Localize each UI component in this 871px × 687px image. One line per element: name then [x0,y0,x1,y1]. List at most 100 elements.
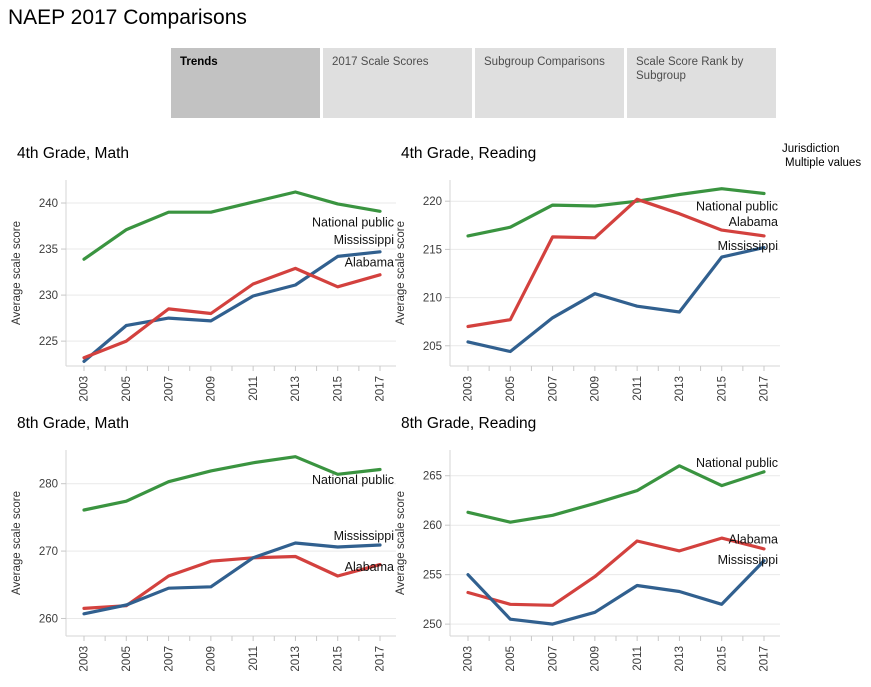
y-tick-label: 205 [423,341,442,353]
series-label-alabama: Alabama [729,215,778,229]
dashboard-tabbar: Trends 2017 Scale Scores Subgroup Compar… [171,48,776,118]
series-line-alabama[interactable] [466,536,766,607]
chart-panel-4th-grade-math: 4th Grade, Math 225 230 235 240 2003 2005 2007… [8,143,408,417]
series-label-national-public: National public [312,473,394,487]
x-tick-label: 2009 [590,376,602,402]
chart-4th-grade-math: 225 230 235 240 2003 2005 2007 2009 2011 2013 2015… [8,171,408,417]
jurisdiction-filter: Jurisdiction Multiple values [782,142,861,170]
x-tick-label: 2015 [716,376,728,402]
chart-8th-grade-reading: 250 255 260 265 2003 2005 2007 2009 2011 2013 2015… [392,441,792,687]
chart-title: 8th Grade, Math [17,415,130,432]
y-tick-label: 230 [39,290,58,302]
y-tick-label: 210 [423,293,442,305]
x-tick-label: 2011 [632,646,644,671]
y-tick-label: 260 [423,520,442,532]
y-tick-label: 240 [39,198,58,210]
y-axis-label: Average scale score [395,491,407,595]
y-axis-label: Average scale score [395,221,407,325]
series-line-alabama[interactable] [466,197,766,329]
x-tick-label: 2013 [674,376,686,402]
y-tick-label: 250 [423,619,442,631]
x-tick-label: 2017 [759,646,771,672]
x-tick-label: 2013 [674,646,686,672]
x-tick-label: 2011 [248,376,260,401]
page-title: NAEP 2017 Comparisons [8,6,247,29]
x-tick-label: 2011 [632,376,644,401]
y-tick-label: 265 [423,471,442,483]
series-line-alabama[interactable] [82,554,382,610]
tab-trends[interactable]: Trends [171,48,320,118]
jurisdiction-filter-title: Jurisdiction [782,143,840,155]
series-line-national-public[interactable] [466,464,766,524]
series-label-national-public: National public [312,216,394,230]
x-tick-label: 2005 [121,646,133,672]
x-tick-label: 2007 [547,646,559,672]
x-tick-label: 2005 [505,646,517,672]
y-tick-label: 225 [39,336,58,348]
x-tick-label: 2013 [290,646,302,672]
line-chart-svg: 205 210 215 220 2003 2005 2007 2009 2011 2013 2015… [395,180,780,402]
series-line-mississippi[interactable] [82,541,382,616]
x-tick-label: 2005 [121,376,133,402]
x-tick-label: 2009 [206,376,218,402]
series-label-alabama: Alabama [345,560,394,574]
series-label-alabama: Alabama [729,532,778,546]
tab-scale-score-rank-by-subgroup[interactable]: Scale Score Rank by Subgroup [627,48,776,118]
x-tick-label: 2003 [79,646,91,672]
y-tick-label: 260 [39,614,58,626]
x-tick-label: 2007 [163,376,175,402]
series-label-alabama: Alabama [345,255,394,269]
jurisdiction-filter-value: Multiple values [785,157,862,169]
series-line-mississippi[interactable] [466,559,766,626]
y-axis-label: Average scale score [11,491,23,595]
x-tick-label: 2005 [505,376,517,402]
series-line-alabama[interactable] [82,266,382,360]
tab-2017-scale-scores[interactable]: 2017 Scale Scores [323,48,472,118]
series-label-mississippi: Mississippi [718,239,778,253]
series-line-mississippi[interactable] [82,250,382,363]
x-tick-label: 2017 [759,376,771,402]
y-tick-label: 235 [39,244,58,256]
chart-panel-4th-grade-reading: 4th Grade, Reading 205 210 215 220 2003 2005 2… [392,143,792,417]
series-line-mississippi[interactable] [466,245,766,354]
tab-subgroup-comparisons[interactable]: Subgroup Comparisons [475,48,624,118]
x-tick-label: 2015 [332,376,344,402]
series-label-mississippi: Mississippi [334,529,394,543]
chart-8th-grade-math: 260 270 280 2003 2005 2007 2009 2011 2013 2015 201… [8,441,408,687]
y-tick-label: 220 [423,196,442,208]
x-tick-label: 2007 [547,376,559,402]
x-tick-label: 2003 [463,376,475,402]
series-line-national-public[interactable] [82,190,382,261]
series-label-mississippi: Mississippi [334,233,394,247]
y-tick-label: 255 [423,570,442,582]
y-tick-label: 270 [39,546,58,558]
chart-title: 4th Grade, Reading [401,145,537,162]
series-label-national-public: National public [696,199,778,213]
chart-panel-8th-grade-math: 8th Grade, Math 260 270 280 2003 2005 2007 200… [8,413,408,687]
y-tick-label: 215 [423,244,442,256]
x-tick-label: 2011 [248,646,260,671]
series-line-national-public[interactable] [82,455,382,512]
series-line-national-public[interactable] [466,187,766,238]
x-tick-label: 2009 [206,646,218,672]
x-tick-label: 2007 [163,646,175,672]
y-axis-label: Average scale score [11,221,23,325]
x-tick-label: 2013 [290,376,302,402]
x-tick-label: 2003 [79,376,91,402]
x-tick-label: 2009 [590,646,602,672]
chart-title: 4th Grade, Math [17,145,130,162]
line-chart-svg: 225 230 235 240 2003 2005 2007 2009 2011 2013 2015… [11,180,396,402]
line-chart-svg: 260 270 280 2003 2005 2007 2009 2011 2013 2015 201… [11,450,396,672]
x-tick-label: 2017 [375,646,387,672]
chart-4th-grade-reading: 205 210 215 220 2003 2005 2007 2009 2011 2013 2015… [392,171,792,417]
line-chart-svg: 250 255 260 265 2003 2005 2007 2009 2011 2013 2015… [395,450,780,672]
x-tick-label: 2015 [716,646,728,672]
series-label-national-public: National public [696,456,778,470]
x-tick-label: 2015 [332,646,344,672]
x-tick-label: 2017 [375,376,387,402]
chart-title: 8th Grade, Reading [401,415,537,432]
y-tick-label: 280 [39,479,58,491]
chart-panel-8th-grade-reading: 8th Grade, Reading 250 255 260 265 2003 2005 2… [392,413,792,687]
x-tick-label: 2003 [463,646,475,672]
series-label-mississippi: Mississippi [718,553,778,567]
